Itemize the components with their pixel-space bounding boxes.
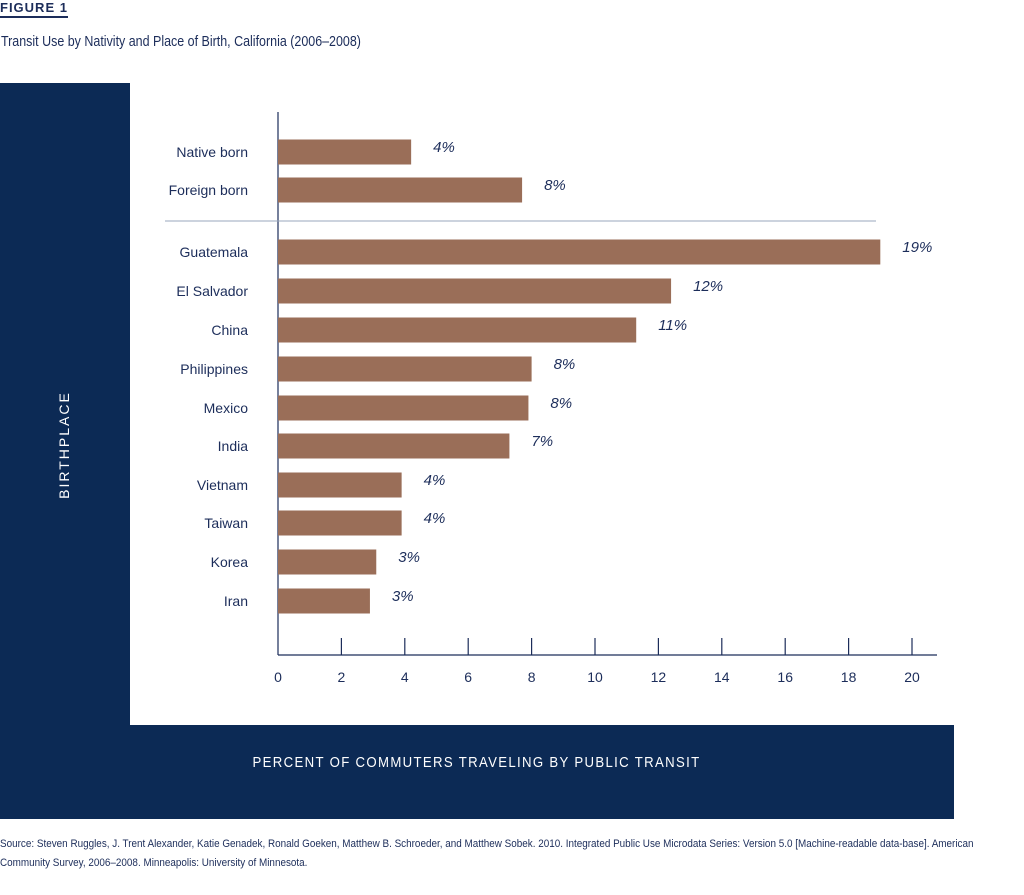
plot-area <box>130 83 954 725</box>
x-tick-label: 6 <box>464 669 472 685</box>
x-tick-label: 16 <box>777 669 793 685</box>
data-label: 7% <box>531 433 553 450</box>
bar <box>278 549 377 575</box>
bar <box>278 356 532 382</box>
data-label: 11% <box>658 317 687 334</box>
category-label: Taiwan <box>204 515 248 531</box>
bar <box>278 317 637 343</box>
data-label: 8% <box>550 395 572 412</box>
data-label: 8% <box>544 177 566 194</box>
x-tick-label: 8 <box>528 669 536 685</box>
data-label: 19% <box>902 239 932 256</box>
bar <box>278 588 370 614</box>
data-label: 12% <box>693 278 723 295</box>
data-label: 4% <box>424 472 446 489</box>
source-note: Source: Steven Ruggles, J. Trent Alexand… <box>0 838 974 869</box>
x-axis-label: PERCENT OF COMMUTERS TRAVELING BY PUBLIC… <box>0 754 954 771</box>
bar <box>278 510 402 536</box>
data-label: 4% <box>424 510 446 527</box>
bar <box>278 239 881 265</box>
bar <box>278 433 510 459</box>
category-label: Vietnam <box>197 477 248 493</box>
category-label: Mexico <box>204 400 249 416</box>
category-label: Foreign born <box>169 182 248 198</box>
category-label: El Salvador <box>176 283 248 299</box>
x-axis-label-text: PERCENT OF COMMUTERS TRAVELING BY PUBLIC… <box>253 754 701 771</box>
x-tick-label: 2 <box>338 669 346 685</box>
category-label: China <box>211 322 248 338</box>
bar <box>278 177 523 203</box>
category-label: India <box>218 438 249 454</box>
bar <box>278 395 529 421</box>
category-label: Guatemala <box>180 244 249 260</box>
category-label: Iran <box>224 593 248 609</box>
category-label: Philippines <box>180 361 248 377</box>
bar <box>278 278 672 304</box>
data-label: 3% <box>398 549 420 566</box>
x-tick-label: 12 <box>651 669 667 685</box>
bar <box>278 139 412 165</box>
data-label: 4% <box>433 139 455 156</box>
x-tick-label: 20 <box>904 669 920 685</box>
x-tick-label: 10 <box>587 669 603 685</box>
x-tick-label: 4 <box>401 669 409 685</box>
x-tick-label: 0 <box>274 669 282 685</box>
x-tick-label: 18 <box>841 669 857 685</box>
figure-label: FIGURE 1 <box>0 0 68 18</box>
bar <box>278 472 402 498</box>
x-tick-label: 14 <box>714 669 730 685</box>
data-label: 3% <box>392 588 414 605</box>
chart-title: Transit Use by Nativity and Place of Bir… <box>1 34 361 50</box>
category-label: Korea <box>211 554 249 570</box>
data-label: 8% <box>554 356 576 373</box>
category-label: Native born <box>176 144 248 160</box>
